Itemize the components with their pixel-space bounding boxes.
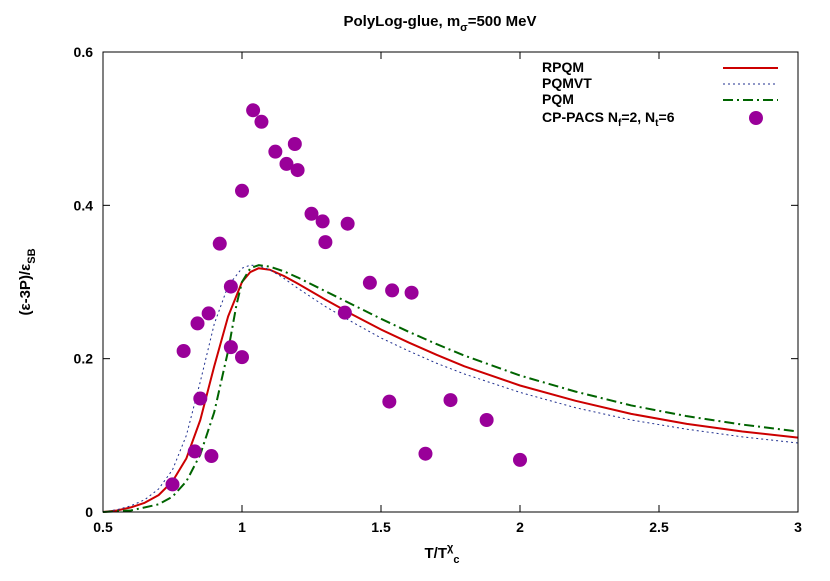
data-point-cp-pacs	[235, 183, 249, 198]
data-point-cp-pacs	[254, 114, 269, 129]
legend-entry-cp-pacs: CP-PACS Nf=2, Nt=6	[542, 109, 763, 129]
points-layer	[165, 103, 527, 492]
data-point-cp-pacs	[290, 163, 305, 178]
data-point-cp-pacs	[479, 413, 494, 427]
x-tick-label: 2.5	[649, 519, 669, 535]
data-point-cp-pacs	[337, 305, 352, 320]
data-point-cp-pacs	[318, 235, 333, 250]
legend-swatch-cp-pacs	[749, 111, 763, 125]
data-point-cp-pacs	[362, 275, 377, 290]
data-point-cp-pacs	[235, 350, 249, 365]
y-tick-label: 0.4	[74, 197, 94, 213]
series-layer	[102, 264, 799, 513]
title-subscript: σ	[460, 22, 468, 34]
data-point-cp-pacs	[418, 446, 433, 461]
data-point-cp-pacs	[513, 452, 527, 467]
x-tick-label: 3	[794, 519, 802, 535]
data-point-cp-pacs	[385, 283, 400, 298]
data-point-cp-pacs	[246, 103, 261, 118]
data-point-cp-pacs	[304, 206, 319, 221]
legend-entry-pqm: PQM	[542, 91, 778, 107]
data-point-cp-pacs	[212, 236, 227, 251]
data-point-cp-pacs	[193, 391, 208, 406]
x-tick-label: 2	[516, 519, 524, 535]
x-axis-label-superscript: χ	[447, 542, 454, 554]
data-point-cp-pacs	[176, 344, 191, 358]
x-tick-label: 1	[238, 519, 246, 535]
x-tick-label: 0.5	[93, 519, 113, 535]
series-line-rpqm	[102, 267, 799, 513]
plot-frame	[102, 51, 799, 513]
x-axis-label: T/Tχc	[425, 542, 460, 566]
chart-title: PolyLog-glue, mσ=500 MeV	[344, 13, 537, 34]
legend-entry-pqmvt: PQMVT	[542, 75, 778, 91]
data-point-cp-pacs	[315, 214, 330, 229]
x-axis-label-subscript: c	[453, 554, 459, 566]
series-line-pqmvt	[102, 264, 799, 513]
data-point-cp-pacs	[223, 279, 238, 294]
legend-label-pqmvt: PQMVT	[542, 75, 592, 91]
data-point-cp-pacs	[404, 285, 419, 300]
y-tick-label: 0	[85, 504, 93, 520]
y-tick-label: 0.2	[74, 351, 94, 367]
y-tick-label: 0.6	[74, 44, 94, 60]
data-point-cp-pacs	[382, 394, 397, 409]
data-point-cp-pacs	[279, 156, 294, 171]
y-axis-label-subscript: SB	[26, 248, 38, 263]
ticks-layer: 0.5 1 1.5 2 2.5 3 0 0.2 0.4 0.6	[74, 44, 803, 535]
legend-entry-rpqm: RPQM	[542, 59, 778, 75]
series-line-pqm	[102, 264, 799, 513]
data-point-cp-pacs	[268, 144, 283, 159]
data-point-cp-pacs	[443, 393, 458, 408]
legend-label-rpqm: RPQM	[542, 59, 584, 75]
data-point-cp-pacs	[204, 449, 219, 464]
data-point-cp-pacs	[187, 444, 202, 459]
legend-label-pqm: PQM	[542, 91, 574, 107]
data-point-cp-pacs	[165, 477, 180, 492]
data-point-cp-pacs	[340, 216, 355, 231]
y-axis-label: (ε-3P)/εSB	[17, 248, 38, 315]
data-point-cp-pacs	[287, 137, 302, 151]
data-point-cp-pacs	[223, 340, 238, 355]
data-point-cp-pacs	[201, 306, 216, 321]
legend: RPQM PQMVT PQM CP-PACS Nf=2, Nt=6	[542, 59, 778, 129]
x-tick-label: 1.5	[371, 519, 391, 535]
data-point-cp-pacs	[190, 316, 205, 331]
legend-label-cp-pacs: CP-PACS Nf=2, Nt=6	[542, 109, 675, 129]
